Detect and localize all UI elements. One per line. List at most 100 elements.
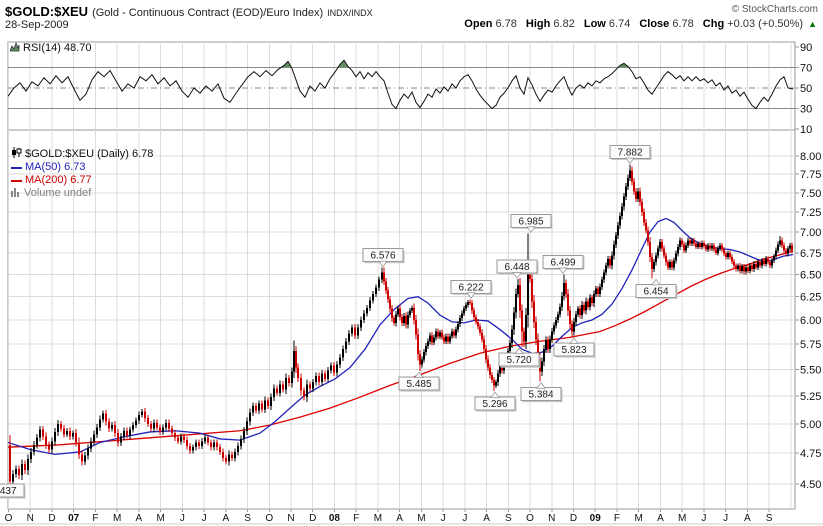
ma50-swatch bbox=[11, 166, 22, 169]
candle-body bbox=[715, 249, 717, 253]
candle-body bbox=[443, 337, 445, 342]
candle-body bbox=[300, 377, 302, 391]
close-label: Close bbox=[639, 18, 670, 30]
candle-body bbox=[333, 365, 335, 373]
candle-body bbox=[775, 250, 777, 257]
candle-body bbox=[617, 225, 619, 236]
candle-body bbox=[273, 388, 275, 398]
candle-body bbox=[39, 429, 41, 438]
symbol-description: (Gold - Continuous Contract (EOD)/Euro I… bbox=[92, 7, 324, 19]
candle-body bbox=[713, 245, 715, 250]
candle-body bbox=[36, 437, 38, 445]
month-label: J bbox=[202, 513, 207, 524]
candle-body bbox=[747, 267, 749, 271]
candle-body bbox=[437, 331, 439, 337]
candle-body bbox=[623, 196, 625, 207]
candle-body bbox=[51, 441, 53, 450]
candle-body bbox=[577, 308, 579, 315]
chg-value: +0.03 (+0.50%) bbox=[727, 18, 804, 30]
candle-body bbox=[267, 400, 269, 406]
candle-body bbox=[285, 377, 287, 390]
month-label: D bbox=[309, 513, 316, 524]
callout-pointer bbox=[651, 278, 661, 286]
candle-body bbox=[683, 244, 685, 251]
candle-body bbox=[186, 440, 188, 446]
candle-body bbox=[465, 304, 467, 309]
annotation-value: 6.499 bbox=[550, 257, 575, 268]
candle-body bbox=[469, 302, 471, 304]
candle-body bbox=[21, 464, 23, 476]
candle-body bbox=[515, 293, 517, 313]
candle-body bbox=[366, 307, 368, 314]
symbol-title: $GOLD:$XEU bbox=[5, 4, 89, 19]
candle-body bbox=[342, 349, 344, 358]
month-label: F bbox=[92, 513, 98, 524]
candle-body bbox=[641, 201, 643, 213]
candle-body bbox=[417, 334, 419, 355]
candle-body bbox=[312, 382, 314, 389]
candle-body bbox=[375, 287, 377, 294]
candle-body bbox=[339, 357, 341, 365]
ma50-legend-text: MA(50) 6.73 bbox=[25, 161, 86, 173]
price-axis-label: 7.00 bbox=[800, 227, 821, 239]
candle-body bbox=[473, 310, 475, 318]
callout-pointer bbox=[625, 157, 635, 165]
candle-body bbox=[383, 272, 385, 282]
rsi-legend: RSI(14) 48.70 bbox=[9, 41, 91, 56]
candle-body bbox=[479, 326, 481, 333]
candle-body bbox=[381, 272, 383, 280]
candle-body bbox=[597, 288, 599, 294]
month-label: N bbox=[27, 513, 34, 524]
candle-body bbox=[513, 312, 515, 330]
annotation-value: 7.882 bbox=[617, 147, 642, 158]
candle-body bbox=[138, 414, 140, 421]
candle-body bbox=[75, 433, 77, 443]
candle-body bbox=[117, 433, 119, 443]
candle-body bbox=[735, 265, 737, 270]
candle-body bbox=[293, 351, 295, 372]
candle-body bbox=[54, 431, 56, 442]
candle-body bbox=[543, 349, 545, 362]
callout-pointer bbox=[569, 337, 579, 344]
month-label: A bbox=[222, 513, 229, 524]
month-label: A bbox=[136, 513, 143, 524]
candle-body bbox=[33, 444, 35, 452]
candle-body bbox=[111, 425, 113, 429]
candle-body bbox=[689, 240, 691, 244]
annotation-value: 6.985 bbox=[518, 216, 543, 227]
candle-body bbox=[693, 240, 695, 244]
month-label: N bbox=[548, 513, 555, 524]
month-label: M bbox=[113, 513, 121, 524]
candle-body bbox=[545, 340, 547, 350]
candle-body bbox=[615, 235, 617, 245]
candle-body bbox=[330, 365, 332, 371]
candle-body bbox=[231, 454, 233, 458]
price-axis-label: 5.00 bbox=[800, 419, 821, 431]
candle-body bbox=[57, 423, 59, 432]
candle-body bbox=[491, 374, 493, 381]
callout-pointer bbox=[512, 272, 522, 279]
candle-body bbox=[132, 425, 134, 430]
month-label: F bbox=[614, 513, 620, 524]
candle-body bbox=[207, 437, 209, 443]
candle-body bbox=[105, 413, 107, 422]
candle-body bbox=[589, 297, 591, 307]
candle-body bbox=[787, 248, 789, 254]
candle-body bbox=[378, 279, 380, 288]
candle-body bbox=[687, 240, 689, 246]
area-chart-icon bbox=[9, 41, 20, 56]
candle-body bbox=[171, 428, 173, 434]
candle-body bbox=[549, 339, 551, 350]
month-label: M bbox=[156, 513, 164, 524]
callout-pointer bbox=[466, 292, 476, 299]
candle-body bbox=[559, 306, 561, 315]
candle-body bbox=[777, 244, 779, 251]
candle-body bbox=[649, 241, 651, 258]
candle-body bbox=[697, 243, 699, 247]
candle-body bbox=[565, 283, 567, 294]
annotation-value: 5.720 bbox=[506, 355, 531, 366]
month-label: M bbox=[634, 513, 642, 524]
candle-body bbox=[237, 445, 239, 452]
callout-pointer bbox=[514, 347, 524, 355]
